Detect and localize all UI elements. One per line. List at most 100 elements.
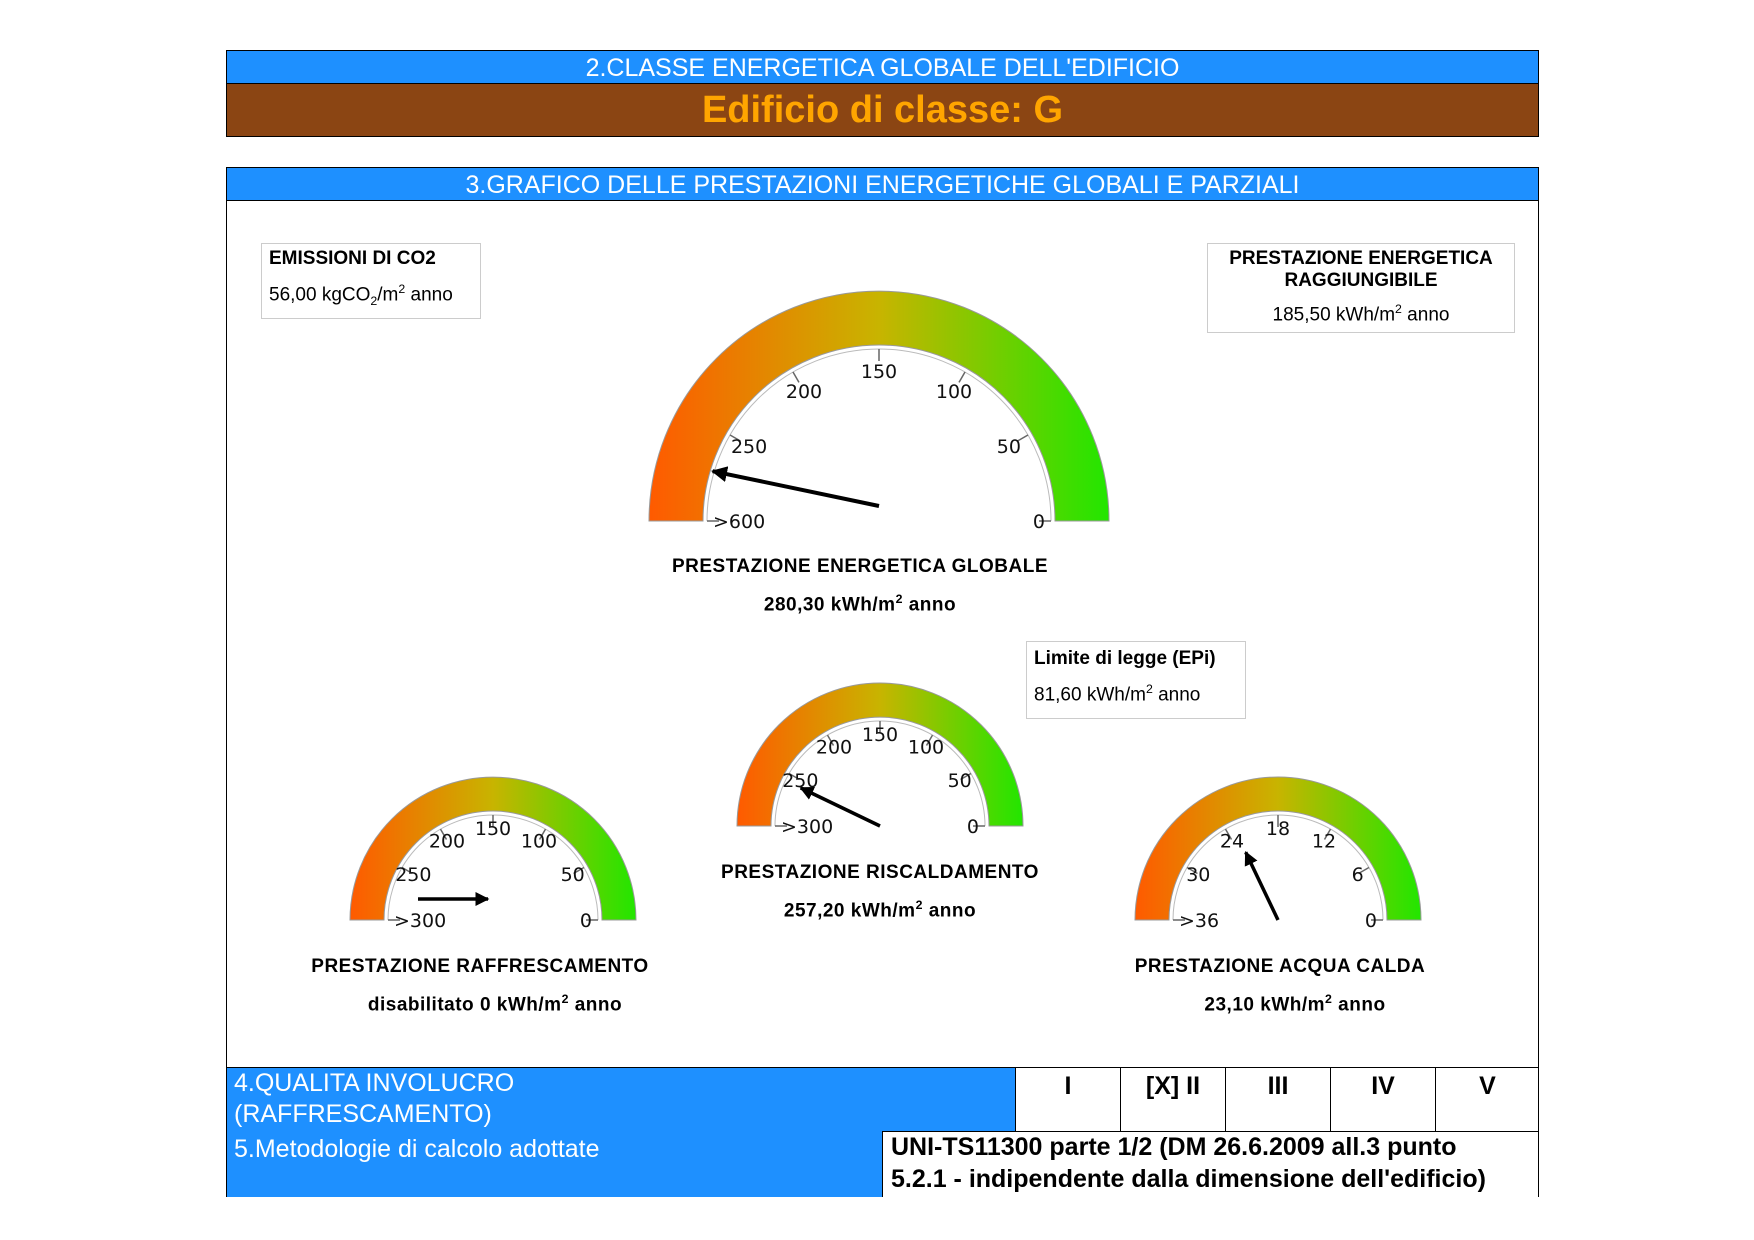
achievable-performance-box: PRESTAZIONE ENERGETICA RAGGIUNGIBILE 185… [1207, 243, 1515, 333]
cooling-gauge-value: disabilitato 0 kWh/m2 anno [195, 992, 795, 1016]
envelope-class-cell-3: III [1225, 1068, 1330, 1131]
heating-unit-c: anno [922, 900, 977, 922]
gauge-tick [1186, 866, 1198, 875]
gauge-tick-label: 150 [475, 818, 511, 840]
heating-unit-sup: 2 [915, 898, 923, 912]
gauge-tick-label: 100 [521, 830, 557, 852]
section-5-label: 5.Metodologie di calcolo adottate [227, 1131, 882, 1197]
gauge-tick-label: >300 [781, 816, 833, 838]
global-unit-sup: 2 [895, 592, 903, 606]
global-value-number: 280,30 kWh/m [763, 594, 896, 616]
gauge-tick-label: 24 [1220, 830, 1244, 852]
section-4-label-line1: 4.QUALITA INVOLUCRO [234, 1069, 515, 1097]
gauge-tick-label: 250 [731, 436, 767, 458]
legal-limit-value: 81,60 kWh/m2 anno [1034, 682, 1200, 706]
gauge-tick [1323, 828, 1332, 840]
envelope-class-cell-5: V [1435, 1068, 1539, 1131]
envelope-class-cell-2: [X] II [1120, 1068, 1225, 1131]
co2-emissions-value: 56,00 kgCO2/m2 anno [269, 282, 453, 308]
gauge-tick-label: 18 [1266, 818, 1290, 840]
section-5-value: UNI-TS11300 parte 1/2 (DM 26.6.2009 all.… [882, 1131, 1538, 1197]
envelope-class-cell-4: IV [1330, 1068, 1435, 1131]
gauge-tick-label: 6 [1352, 864, 1364, 886]
gauge-band [736, 682, 1024, 827]
achievable-unit-c: anno [1401, 304, 1450, 326]
gauge-tick-label: 150 [861, 361, 897, 383]
achievable-unit-sup: 2 [1395, 302, 1402, 316]
gauge-tick [1017, 434, 1029, 442]
gauge-tick [1224, 828, 1233, 840]
global-gauge-value: 280,30 kWh/m2 anno [560, 592, 1160, 616]
gauge-tick [401, 866, 413, 875]
gauge-tick-label: 0 [580, 910, 592, 932]
gauge-tick-label: 50 [997, 436, 1021, 458]
achievable-title-1: PRESTAZIONE ENERGETICA [1229, 248, 1493, 269]
gauge-tick [958, 371, 966, 383]
cooling-gauge-label: PRESTAZIONE RAFFRESCAMENTO [311, 956, 649, 977]
gauge-tick-label: 12 [1312, 830, 1336, 852]
gauge-band [1134, 776, 1422, 921]
gauge-chart-area [226, 200, 1539, 1068]
gauge-tick [792, 371, 800, 383]
co2-emissions-title: EMISSIONI DI CO2 [269, 248, 436, 269]
gauge-tick-label: 100 [936, 381, 972, 403]
gauge-tick-label: 200 [429, 830, 465, 852]
hot-water-gauge-label: PRESTAZIONE ACQUA CALDA [1134, 956, 1426, 977]
gauge-tick-label: 200 [786, 381, 822, 403]
cooling-value-number: disabilitato 0 kWh/m [367, 994, 562, 1016]
section-4-row: 4.QUALITA INVOLUCRO (RAFFRESCAMENTO) I [… [226, 1067, 1539, 1132]
gauge-tick [439, 828, 448, 840]
heating-gauge-value: 257,20 kWh/m2 anno [580, 898, 1180, 922]
section-5-row: 5.Metodologie di calcolo adottate UNI-TS… [226, 1131, 1539, 1197]
gauge-tick-label: 50 [948, 770, 972, 792]
hot-water-unit-c: anno [1332, 994, 1386, 1016]
section-5-value-line1: UNI-TS11300 parte 1/2 (DM 26.6.2009 all.… [891, 1133, 1457, 1161]
gauge-pointer [711, 466, 880, 508]
gauge-tick-label: 50 [561, 864, 585, 886]
legal-limit-title: Limite di legge (EPi) [1034, 648, 1216, 669]
gauge-tick-label: 0 [967, 816, 979, 838]
gauge-tick [573, 866, 585, 875]
gauge-pointer [799, 786, 881, 828]
gauge-tick-label: >600 [713, 511, 765, 533]
co2-unit-c: anno [405, 284, 453, 306]
gauge-tick-label: 0 [1365, 910, 1377, 932]
legal-limit-unit-c: anno [1152, 684, 1201, 706]
gauge-hot-water: >36 30 24 18 12 6 0 [1134, 776, 1422, 932]
gauge-tick [1358, 866, 1370, 875]
legal-limit-box: Limite di legge (EPi) 81,60 kWh/m2 anno [1026, 641, 1246, 719]
gauge-tick [538, 828, 547, 840]
gauge-tick-label: 30 [1186, 864, 1210, 886]
legal-limit-value-number: 81,60 kWh/m [1034, 684, 1146, 706]
co2-emissions-box: EMISSIONI DI CO2 56,00 kgCO2/m2 anno [261, 243, 481, 319]
global-gauge-label: PRESTAZIONE ENERGETICA GLOBALE [671, 556, 1049, 577]
cooling-unit-sup: 2 [561, 992, 569, 1006]
section-5-value-line2: 5.2.1 - indipendente dalla dimensione de… [891, 1165, 1486, 1193]
achievable-value-number: 185,50 kWh/m [1272, 304, 1396, 326]
cooling-unit-c: anno [568, 994, 623, 1016]
gauge-tick [729, 434, 741, 442]
gauge-tick [788, 772, 800, 781]
envelope-class-cell-1: I [1015, 1068, 1120, 1131]
co2-unit-sup: 2 [398, 282, 406, 296]
gauge-tick-label: 250 [782, 770, 818, 792]
co2-value-number: 56,00 [269, 284, 317, 306]
gauge-tick-label: 100 [908, 736, 944, 758]
gauge-tick-label: >36 [1179, 910, 1219, 932]
hot-water-gauge-value: 23,10 kWh/m2 anno [995, 992, 1595, 1016]
hot-water-value-number: 23,10 kWh/m [1204, 994, 1326, 1016]
global-unit-c: anno [902, 594, 957, 616]
section-4-label: 4.QUALITA INVOLUCRO (RAFFRESCAMENTO) [227, 1068, 1015, 1131]
co2-unit-b: /m [377, 284, 399, 306]
gauge-band [349, 776, 637, 921]
gauge-tick [960, 772, 972, 781]
gauge-tick-label: 250 [395, 864, 431, 886]
section-3-header: 3.GRAFICO DELLE PRESTAZIONI ENERGETICHE … [226, 167, 1539, 201]
achievable-title-2: RAGGIUNGIBILE [1284, 270, 1438, 291]
achievable-value: 185,50 kWh/m2 anno [1208, 302, 1514, 326]
gauge-tick-label: 0 [1033, 511, 1045, 533]
co2-unit-sub: 2 [370, 294, 378, 309]
